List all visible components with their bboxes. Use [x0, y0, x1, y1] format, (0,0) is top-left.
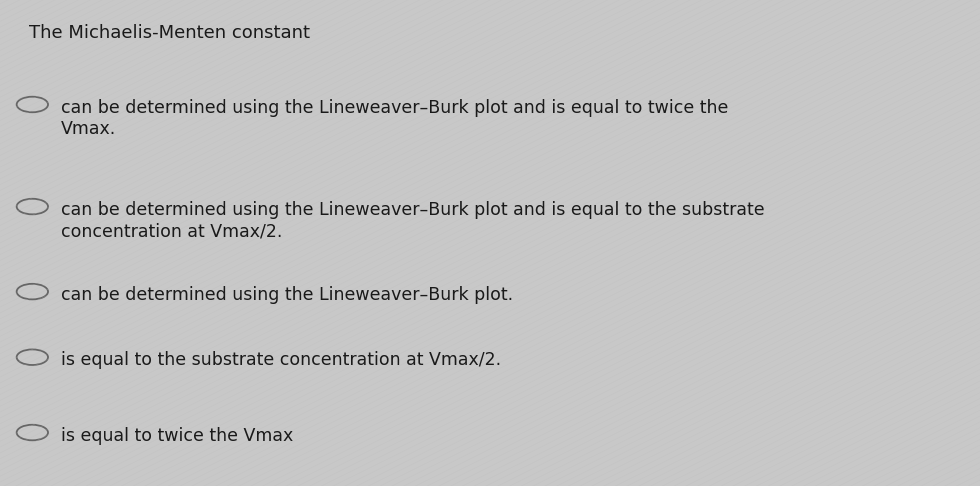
Text: can be determined using the Lineweaver–Burk plot and is equal to the substrate: can be determined using the Lineweaver–B… — [61, 201, 764, 219]
Text: is equal to the substrate concentration at Vmax/2.: is equal to the substrate concentration … — [61, 351, 501, 369]
Text: can be determined using the Lineweaver–Burk plot and is equal to twice the: can be determined using the Lineweaver–B… — [61, 99, 728, 117]
Text: is equal to twice the Vmax: is equal to twice the Vmax — [61, 427, 293, 445]
Text: Vmax.: Vmax. — [61, 120, 116, 138]
Text: The Michaelis-Menten constant: The Michaelis-Menten constant — [29, 24, 311, 42]
Text: can be determined using the Lineweaver–Burk plot.: can be determined using the Lineweaver–B… — [61, 286, 513, 304]
Text: concentration at Vmax/2.: concentration at Vmax/2. — [61, 222, 282, 240]
